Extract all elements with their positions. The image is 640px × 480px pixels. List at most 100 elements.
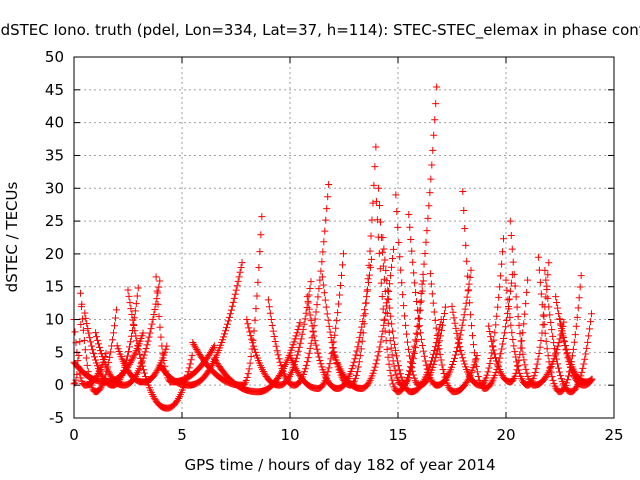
- data-point: [429, 363, 437, 371]
- data-point: [301, 365, 309, 373]
- data-point: [464, 287, 472, 295]
- data-point: [546, 363, 554, 371]
- data-point: [85, 373, 93, 381]
- data-point: [76, 289, 84, 297]
- data-point: [160, 356, 168, 364]
- data-point: [235, 273, 243, 281]
- data-point: [422, 361, 430, 369]
- data-point: [505, 295, 513, 303]
- data-point: [126, 299, 134, 307]
- data-point: [540, 320, 548, 328]
- data-point: [139, 362, 147, 370]
- data-point: [81, 346, 89, 354]
- data-point: [522, 365, 530, 373]
- data-point: [437, 356, 445, 364]
- data-point: [434, 338, 442, 346]
- data-point: [315, 285, 323, 293]
- data-point: [450, 354, 458, 362]
- data-point: [511, 282, 519, 290]
- data-point: [310, 332, 318, 340]
- data-point: [409, 371, 417, 379]
- x-tick-label: 5: [177, 426, 187, 444]
- data-point: [415, 314, 423, 322]
- data-point: [377, 218, 385, 226]
- data-point: [489, 342, 497, 350]
- data-point: [141, 369, 149, 377]
- data-point: [420, 352, 428, 360]
- data-point: [382, 309, 390, 317]
- data-point: [140, 351, 148, 359]
- data-point: [393, 208, 401, 216]
- data-point: [509, 335, 517, 343]
- data-point: [382, 267, 390, 275]
- data-point: [331, 331, 339, 339]
- data-point: [416, 298, 424, 306]
- data-point: [356, 352, 364, 360]
- data-point: [543, 345, 551, 353]
- data-point: [323, 310, 331, 318]
- data-point: [305, 291, 313, 299]
- data-point: [430, 360, 438, 368]
- data-point: [395, 366, 403, 374]
- y-tick-label: 15: [45, 278, 64, 296]
- data-point: [561, 342, 569, 350]
- data-point: [388, 263, 396, 271]
- data-point: [372, 143, 380, 151]
- data-point: [469, 341, 477, 349]
- data-point: [162, 345, 170, 353]
- data-point: [251, 316, 259, 324]
- data-point: [290, 338, 298, 346]
- data-point: [498, 345, 506, 353]
- data-point: [223, 320, 231, 328]
- data-point: [580, 360, 588, 368]
- data-point: [308, 322, 316, 330]
- data-point: [569, 345, 577, 353]
- data-point: [534, 253, 542, 261]
- data-point: [144, 337, 152, 345]
- data-point: [244, 320, 252, 328]
- data-point: [392, 371, 400, 379]
- data-point: [413, 298, 421, 306]
- data-point: [438, 327, 446, 335]
- data-point: [441, 303, 449, 311]
- data-point: [238, 259, 246, 267]
- data-point: [312, 341, 320, 349]
- data-point: [474, 372, 482, 380]
- data-point: [382, 299, 390, 307]
- data-point: [417, 335, 425, 343]
- data-point: [294, 347, 302, 355]
- data-point: [323, 205, 331, 213]
- data-point: [387, 372, 395, 380]
- data-point: [360, 320, 368, 328]
- data-point: [487, 333, 495, 341]
- data-point: [389, 245, 397, 253]
- data-point: [431, 357, 439, 365]
- data-point: [362, 299, 370, 307]
- data-point: [97, 384, 105, 392]
- data-point: [381, 256, 389, 264]
- data-point: [433, 332, 441, 340]
- data-point: [244, 370, 252, 378]
- data-point: [511, 348, 519, 356]
- data-point: [365, 271, 373, 279]
- data-point: [552, 350, 560, 358]
- data-point: [575, 294, 583, 302]
- data-point: [361, 306, 369, 314]
- data-point: [392, 346, 400, 354]
- data-point: [150, 311, 158, 319]
- data-point: [387, 272, 395, 280]
- data-point: [494, 303, 502, 311]
- data-point: [413, 330, 421, 338]
- data-point: [440, 370, 448, 378]
- data-point: [391, 340, 399, 348]
- data-point: [425, 202, 433, 210]
- data-point: [143, 341, 151, 349]
- data-point: [322, 216, 330, 224]
- data-point: [459, 188, 467, 196]
- data-point: [419, 270, 427, 278]
- data-point: [353, 347, 361, 355]
- data-point: [404, 338, 412, 346]
- data-point: [459, 316, 467, 324]
- data-point: [79, 326, 87, 334]
- data-point: [128, 310, 136, 318]
